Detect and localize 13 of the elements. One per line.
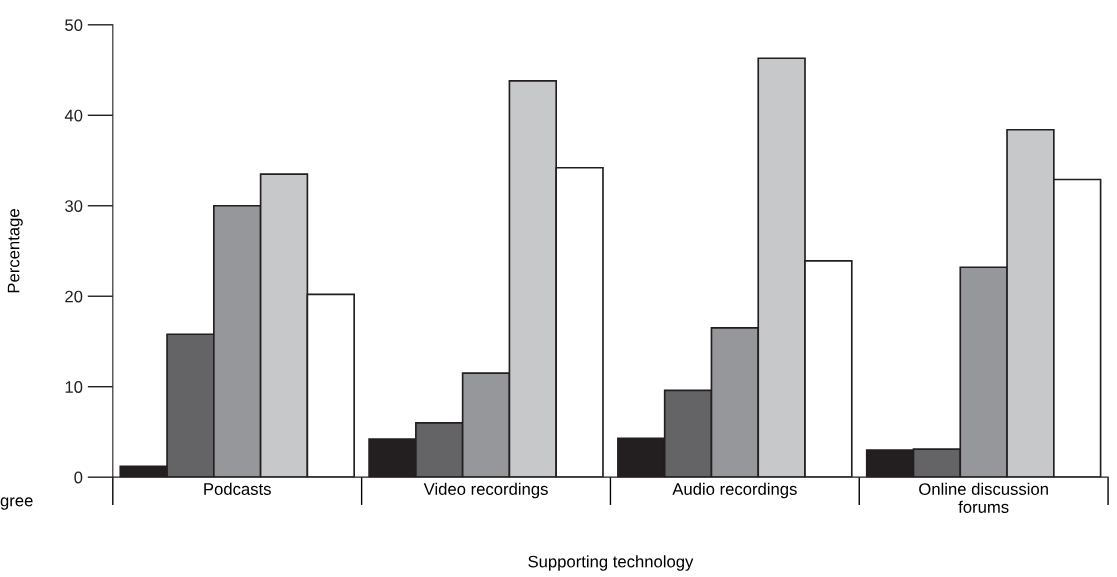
x-tick-label: Online discussion forums xyxy=(919,482,1048,513)
y-axis-title: Percentage xyxy=(7,209,23,293)
y-tick-label: 40 xyxy=(64,109,83,122)
y-tick-label: 30 xyxy=(65,200,83,212)
x-axis-title: Supporting technology xyxy=(528,555,694,571)
y-tick-label: 0 xyxy=(74,471,83,484)
text: gree xyxy=(0,497,33,510)
y-tick-label: 10 xyxy=(65,381,83,393)
x-tick-label: Audio recordings xyxy=(672,482,797,499)
y-tick-label: 20 xyxy=(65,290,83,303)
x-tick-label: Podcasts xyxy=(204,482,271,495)
y-tick-label: 50 xyxy=(65,19,83,32)
x-tick-label: Video recordings xyxy=(423,482,548,499)
